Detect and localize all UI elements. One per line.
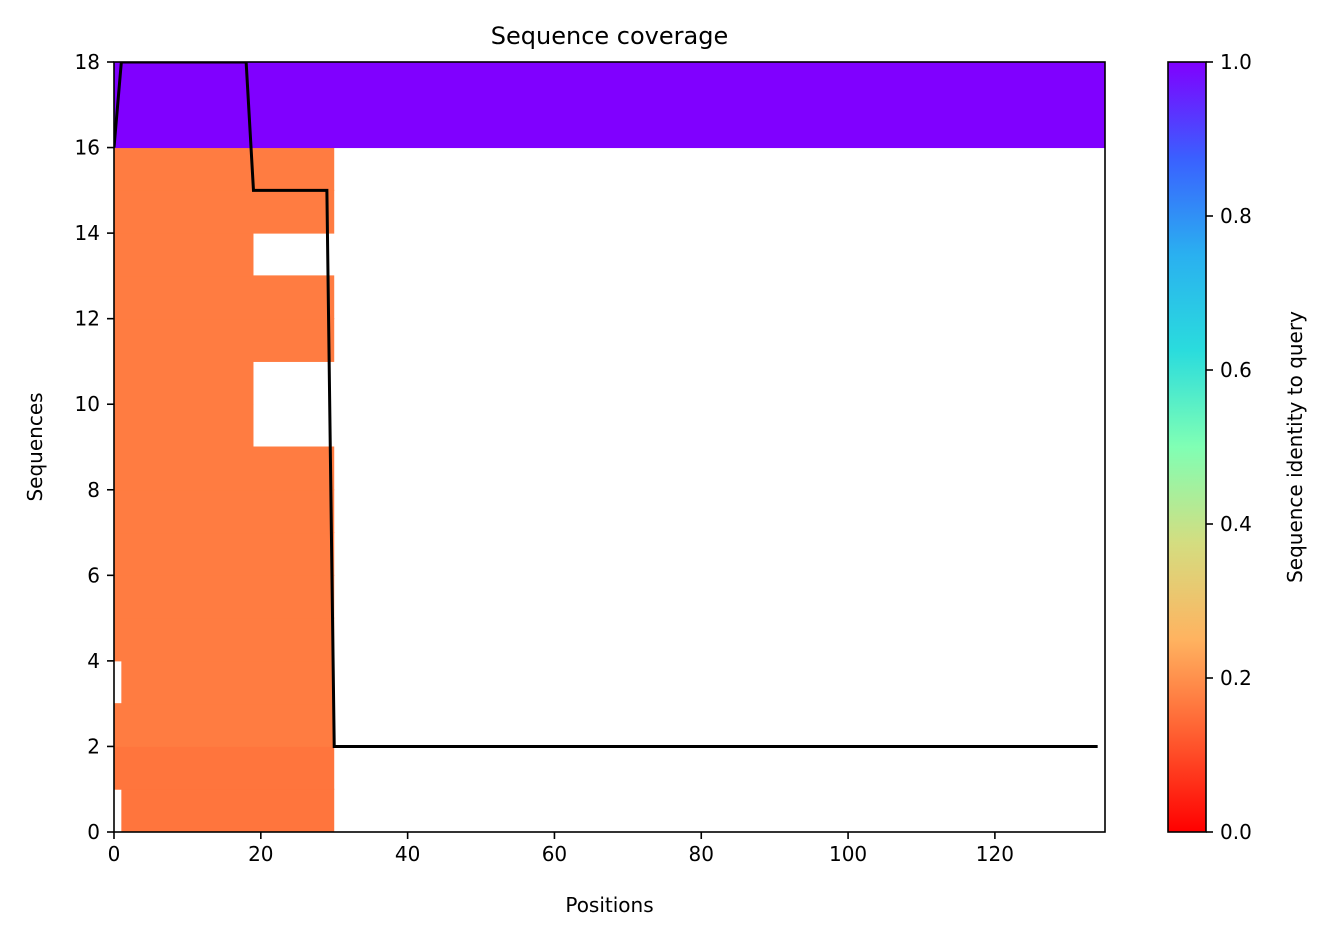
y-tick-label: 10 <box>75 392 100 416</box>
y-tick-label: 16 <box>75 136 100 160</box>
coverage-cell <box>121 660 335 705</box>
coverage-cell <box>114 232 254 277</box>
coverage-cell <box>114 189 335 234</box>
coverage-cell <box>114 104 1105 149</box>
chart-title: Sequence coverage <box>491 22 728 50</box>
x-tick-label: 120 <box>976 842 1014 866</box>
x-axis-title: Positions <box>565 893 653 917</box>
colorbar: 0.0 0.2 0.4 0.6 0.8 1.0 Sequence identity to … <box>1167 50 1307 844</box>
y-tick-label: 4 <box>87 649 100 673</box>
y-tick-label: 18 <box>75 50 100 74</box>
coverage-cell <box>114 617 335 662</box>
y-tick-label: 8 <box>87 478 100 502</box>
coverage-cell <box>114 147 335 191</box>
plot-area <box>114 62 1105 832</box>
colorbar-tick-label: 0.6 <box>1220 358 1252 382</box>
coverage-cell <box>114 318 335 362</box>
x-tick-label: 60 <box>542 842 567 866</box>
colorbar-gradient <box>1168 62 1206 832</box>
x-tick-label: 40 <box>395 842 420 866</box>
x-tick-label: 100 <box>829 842 867 866</box>
coverage-line <box>114 62 1098 748</box>
y-tick-label: 14 <box>75 221 100 245</box>
plot-frame <box>113 61 1106 833</box>
coverage-cell <box>114 403 254 448</box>
coverage-cell <box>121 788 335 832</box>
y-tick-label: 0 <box>87 820 100 844</box>
colorbar-ticks: 0.0 0.2 0.4 0.6 0.8 1.0 <box>1206 50 1252 844</box>
heatmap-cells <box>114 62 1105 832</box>
coverage-cell <box>114 62 1105 106</box>
colorbar-label: Sequence identity to query <box>1283 311 1307 583</box>
y-tick-label: 2 <box>87 734 100 758</box>
coverage-cell <box>114 532 335 576</box>
y-tick-label: 12 <box>75 307 100 331</box>
coverage-cell <box>114 574 335 619</box>
coverage-cell <box>114 446 335 491</box>
coverage-cell <box>114 275 335 320</box>
coverage-cell <box>114 360 254 405</box>
coverage-cell <box>114 745 335 790</box>
y-axis-title: Sequences <box>23 392 47 501</box>
y-tick-label: 6 <box>87 563 100 587</box>
colorbar-tick-label: 0.2 <box>1220 666 1252 690</box>
x-axis-ticks: 0 20 40 60 80 100 120 <box>108 832 1014 866</box>
x-tick-label: 80 <box>689 842 714 866</box>
colorbar-frame <box>1167 61 1207 833</box>
colorbar-tick-label: 0.0 <box>1220 820 1252 844</box>
x-tick-label: 0 <box>108 842 121 866</box>
colorbar-tick-label: 0.4 <box>1220 512 1252 536</box>
coverage-cell <box>114 489 335 534</box>
colorbar-tick-label: 0.8 <box>1220 204 1252 228</box>
y-axis-ticks: 0 2 4 6 8 10 12 14 16 18 <box>75 50 114 844</box>
coverage-cell <box>114 703 335 747</box>
colorbar-tick-label: 1.0 <box>1220 50 1252 74</box>
x-tick-label: 20 <box>248 842 273 866</box>
